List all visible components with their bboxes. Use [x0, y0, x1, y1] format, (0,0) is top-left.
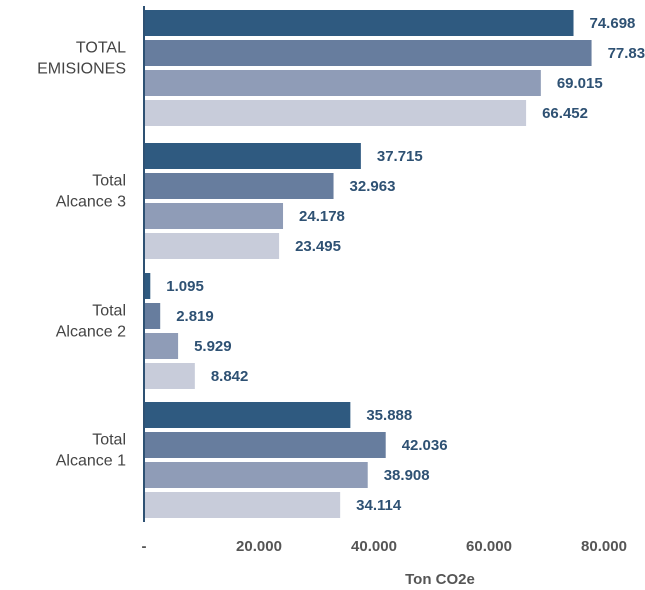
bar-value-label: 5.929 [194, 338, 232, 355]
bar-value-label: 42.036 [402, 437, 448, 454]
bar [144, 70, 541, 96]
category-label-line: Alcance 2 [56, 324, 126, 341]
bar [144, 10, 574, 36]
bars-layer [144, 10, 592, 518]
category-label-line: Alcance 1 [56, 453, 126, 470]
bar [144, 203, 284, 229]
bar-value-label: 69.015 [557, 75, 603, 92]
bar [144, 233, 280, 259]
bar-value-label: 34.114 [356, 497, 402, 514]
x-tick-label: 80.000 [581, 538, 627, 555]
bar [144, 492, 341, 518]
x-tick-label: - [142, 538, 147, 555]
bar-value-label: 1.095 [166, 278, 204, 295]
bar [144, 273, 151, 299]
bar-value-label: 74.698 [590, 15, 636, 32]
category-label-line: Total [92, 303, 126, 320]
bar-value-label: 32.963 [350, 178, 396, 195]
bar [144, 462, 368, 488]
bar-value-label: 23.495 [295, 238, 341, 255]
category-label: Total Alcance 2 [56, 303, 126, 341]
bar [144, 143, 361, 169]
bar [144, 363, 195, 389]
x-tick-label: 60.000 [466, 538, 512, 555]
x-tick-label: 40.000 [351, 538, 397, 555]
bar-value-label: 35.888 [366, 407, 412, 424]
category-label-line: Total [92, 173, 126, 190]
category-labels-layer: TOTAL EMISIONES Total Alcance 3 Total Alcance… [37, 40, 126, 470]
bar-value-label: 2.819 [176, 308, 214, 325]
bar-value-label: 8.842 [211, 368, 249, 385]
bar [144, 333, 179, 359]
category-label-line: Alcance 3 [56, 194, 126, 211]
bar [144, 173, 334, 199]
category-label: TOTAL EMISIONES [37, 40, 126, 78]
category-label: Total Alcance 1 [56, 432, 126, 470]
category-label-line: TOTAL [76, 40, 126, 57]
bar [144, 432, 386, 458]
x-axis-title: Ton CO2e [405, 571, 475, 588]
bar-value-label: 24.178 [299, 208, 345, 225]
x-tick-labels: - 20.000 40.000 60.000 80.000 [142, 538, 627, 555]
bar [144, 303, 161, 329]
bar-value-label: 77.837 [608, 45, 645, 62]
bar-value-label: 38.908 [384, 467, 430, 484]
category-label: Total Alcance 3 [56, 173, 126, 211]
category-label-line: Total [92, 432, 126, 449]
category-label-line: EMISIONES [37, 61, 126, 78]
bar [144, 402, 351, 428]
value-labels-layer: 74.698 77.837 69.015 66.452 37.715 32.963 24.1… [166, 15, 645, 514]
bar [144, 40, 592, 66]
bar-value-label: 37.715 [377, 148, 423, 165]
x-tick-label: 20.000 [236, 538, 282, 555]
bar [144, 100, 527, 126]
bar-value-label: 66.452 [542, 105, 588, 122]
